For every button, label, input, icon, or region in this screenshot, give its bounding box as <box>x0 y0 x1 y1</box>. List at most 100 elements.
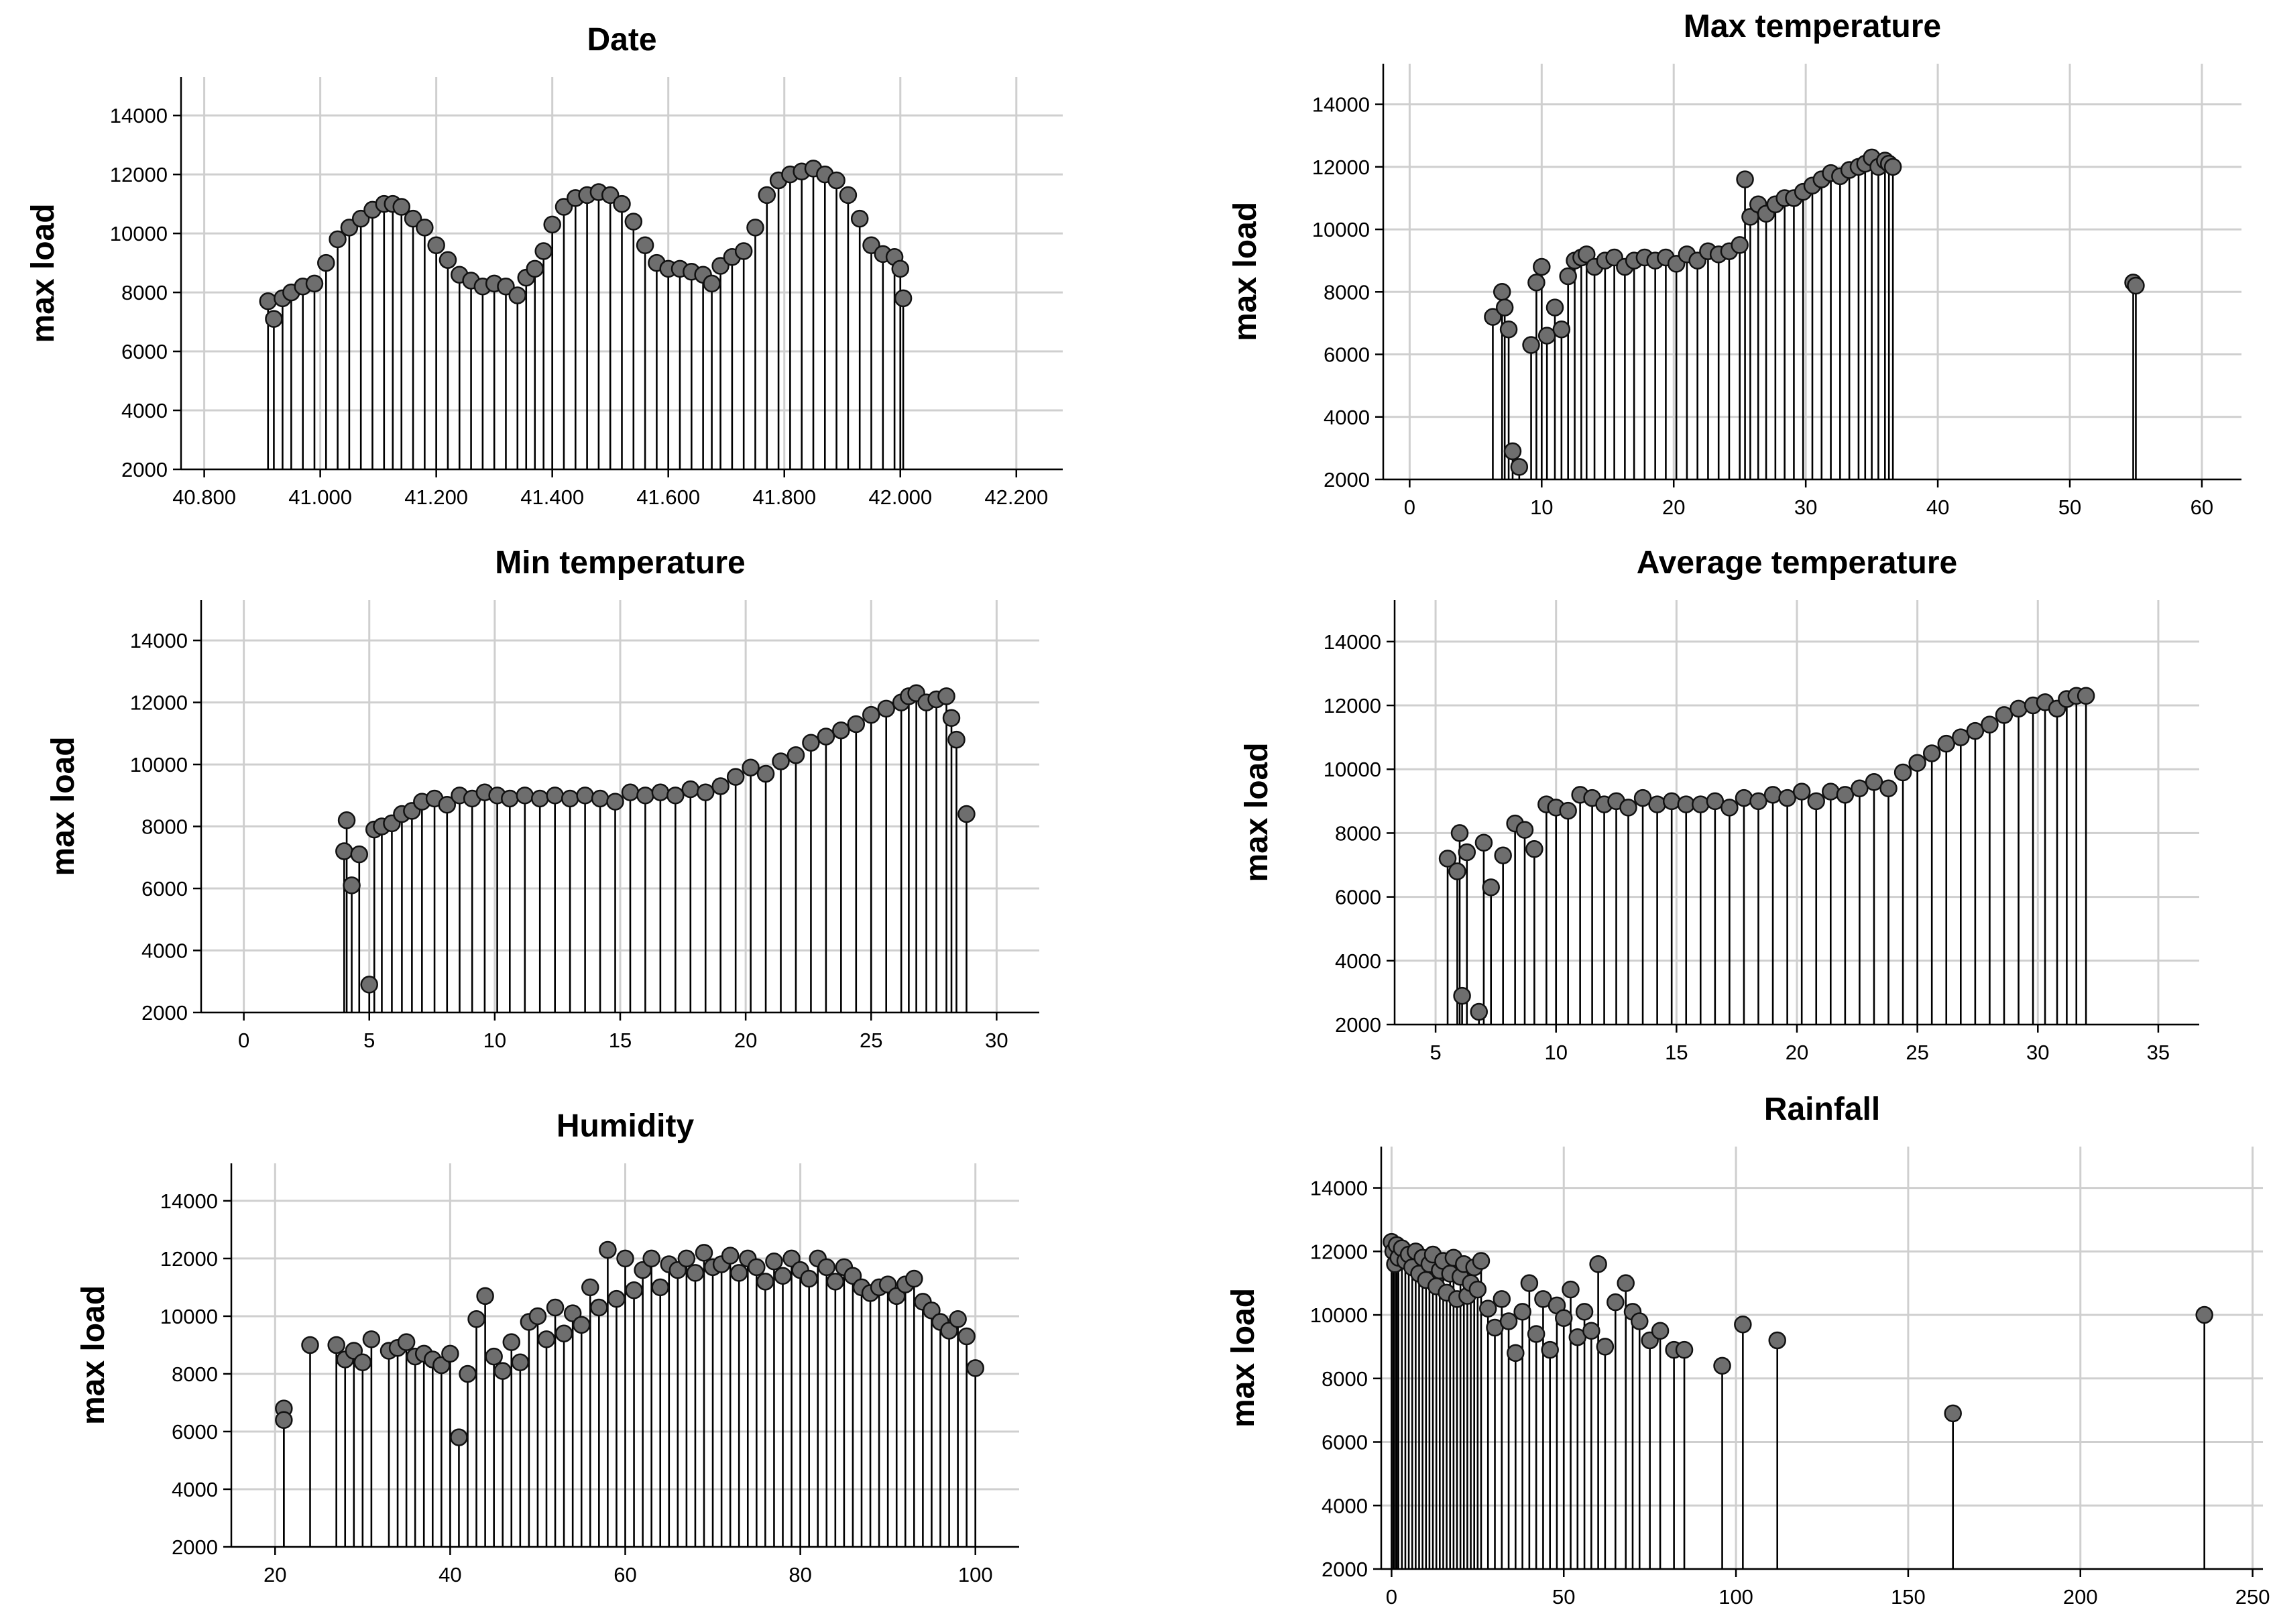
y-tick-label: 14000 <box>1310 1177 1368 1200</box>
data-point <box>606 793 624 811</box>
x-tick-label: 10 <box>1530 496 1553 519</box>
y-tick-label: 8000 <box>141 815 188 839</box>
x-tick-label: 42.200 <box>984 485 1048 509</box>
data-point <box>1981 715 1999 734</box>
data-point <box>2127 276 2145 295</box>
data-point <box>590 1298 608 1317</box>
data-point <box>2195 1306 2213 1324</box>
data-point <box>1552 320 1571 339</box>
data-point <box>1851 779 1869 798</box>
data-point <box>850 209 869 228</box>
data-point <box>1792 782 1811 801</box>
y-tick-label: 6000 <box>1322 1431 1368 1454</box>
chart-average-temperature: Average temperature max load 2000 4000 6000 8… <box>1140 536 2275 1073</box>
data-point <box>1720 799 1739 817</box>
x-tick-label: 150 <box>1891 1585 1926 1609</box>
data-point <box>1651 1322 1670 1340</box>
data-point <box>427 236 445 254</box>
data-point <box>599 1240 617 1259</box>
x-tick-label: 0 <box>1404 496 1415 519</box>
data-point <box>726 768 745 786</box>
x-tick-label: 41.600 <box>636 485 700 509</box>
data-point <box>516 787 534 805</box>
y-axis-label: max load <box>25 203 61 343</box>
data-point <box>891 259 910 278</box>
data-point <box>730 1264 748 1282</box>
data-point <box>696 783 715 801</box>
x-tick-label: 5 <box>363 1029 375 1052</box>
data-point <box>1735 789 1753 807</box>
y-tick-label: 4000 <box>1335 949 1381 973</box>
data-point <box>1575 1303 1594 1321</box>
data-point <box>1619 799 1637 817</box>
chart-title: Min temperature <box>495 545 745 581</box>
data-point <box>591 789 609 808</box>
data-point <box>259 292 278 310</box>
data-point <box>1554 1309 1573 1328</box>
y-tick-label: 6000 <box>141 877 188 901</box>
data-point <box>1470 1002 1488 1021</box>
chart-date: Date max load 2000 4000 6000 8000 10000 12000 14… <box>0 0 1106 536</box>
data-point <box>1503 442 1522 461</box>
data-point <box>734 242 753 260</box>
data-point <box>862 236 880 254</box>
data-point <box>438 795 457 814</box>
y-axis-label: max load <box>46 736 81 876</box>
chart-humidity: Humidity max load 2000 4000 6000 8000 10000 120… <box>0 1073 1106 1624</box>
data-point <box>800 1269 818 1288</box>
data-point <box>877 699 895 718</box>
data-point <box>581 1278 599 1297</box>
data-point <box>1458 843 1476 862</box>
x-tick-label: 100 <box>1718 1585 1753 1609</box>
y-axis-label: max load <box>76 1285 111 1425</box>
data-point <box>1966 721 1985 740</box>
data-point <box>1474 833 1493 852</box>
x-tick-label: 30 <box>2026 1041 2049 1064</box>
y-tick-label: 14000 <box>1324 630 1381 654</box>
data-point <box>546 1298 565 1317</box>
y-tick-label: 8000 <box>172 1362 218 1386</box>
data-point <box>1596 1338 1615 1356</box>
data-point <box>1472 1252 1491 1270</box>
chart-title: Max temperature <box>1684 9 1941 44</box>
data-point <box>957 1327 976 1346</box>
x-tick-label: 80 <box>789 1563 811 1586</box>
x-tick-label: 20 <box>734 1029 757 1052</box>
x-tick-label: 10 <box>1544 1041 1567 1064</box>
data-point <box>1763 786 1782 804</box>
chart-max-temperature: Max temperature max load 2000 4000 6000 8000 1… <box>1140 0 2275 536</box>
data-point <box>459 1365 477 1383</box>
data-point <box>613 194 631 213</box>
data-point <box>905 1269 923 1288</box>
x-tick-label: 41.800 <box>752 485 816 509</box>
x-tick-label: 10 <box>483 1029 506 1052</box>
data-point <box>601 186 620 205</box>
data-point <box>528 1307 547 1326</box>
data-point <box>1749 792 1767 811</box>
x-tick-label: 20 <box>264 1563 286 1586</box>
data-point <box>607 1289 626 1308</box>
data-point <box>966 1359 984 1377</box>
data-point <box>624 213 643 231</box>
data-point <box>350 845 369 864</box>
data-point <box>555 198 573 216</box>
data-point <box>1499 1312 1518 1330</box>
data-point <box>1493 283 1511 301</box>
data-point <box>340 219 359 237</box>
data-point <box>508 286 527 304</box>
data-point <box>502 1333 521 1351</box>
data-point <box>543 215 561 234</box>
data-point <box>1879 779 1898 798</box>
data-point <box>526 259 544 278</box>
data-point <box>1578 245 1596 264</box>
data-point <box>721 1246 740 1265</box>
data-point <box>360 976 378 994</box>
data-point <box>847 715 866 734</box>
x-tick-label: 250 <box>2235 1585 2270 1609</box>
x-tick-label: 41.000 <box>288 485 352 509</box>
x-tick-label: 0 <box>238 1029 249 1052</box>
y-axis-label: max load <box>1228 202 1263 341</box>
data-point <box>416 219 434 237</box>
y-tick-label: 4000 <box>172 1478 218 1501</box>
y-axis-label: max load <box>1239 742 1275 882</box>
